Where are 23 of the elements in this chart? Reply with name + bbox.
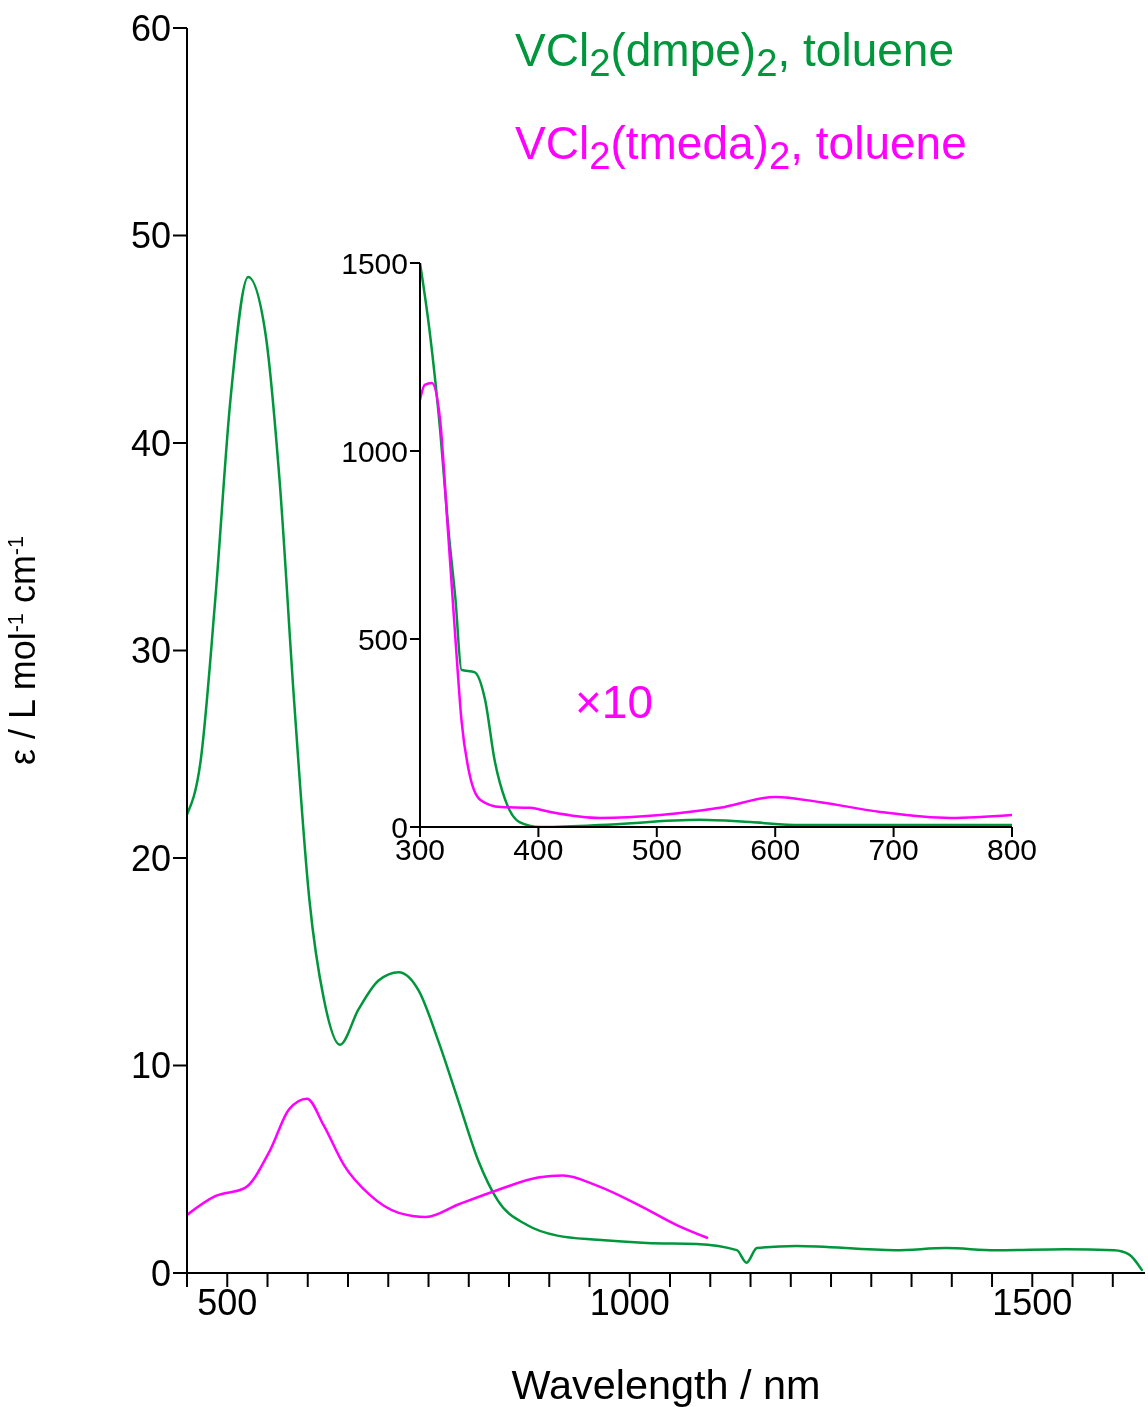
y-tick-label: 60 [130,7,171,49]
annotation: ×10 [575,675,654,729]
x-tick-label: 700 [868,833,919,867]
y-tick-label: 40 [130,422,171,464]
x-tick-label: 500 [197,1281,258,1323]
x-tick-label: 1000 [589,1281,670,1323]
y-tick-label: 30 [130,630,171,672]
text: VCl$_{2}$(tmeda)$_{2}$, toluene [515,116,967,180]
y-tick-label: 50 [130,215,171,257]
y-tick-label: 10 [130,1045,171,1087]
x-tick-label: 800 [986,833,1038,867]
x-tick-label: 500 [631,833,682,867]
y-tick-label: 20 [130,837,171,879]
line-series [187,1097,709,1239]
y-tick-label: 500 [357,622,408,656]
x-tick-label: 400 [513,833,564,867]
x-tick-label: 600 [750,833,801,867]
y-tick-label: 1500 [341,246,408,280]
y-tick-label: 1000 [341,434,408,468]
x-tick-label: 1500 [992,1281,1073,1323]
y-tick-label: 0 [150,1252,171,1294]
text: VCl$_{2}$(dmpe)$_{2}$, toluene [515,23,955,87]
line-series [420,381,1012,820]
